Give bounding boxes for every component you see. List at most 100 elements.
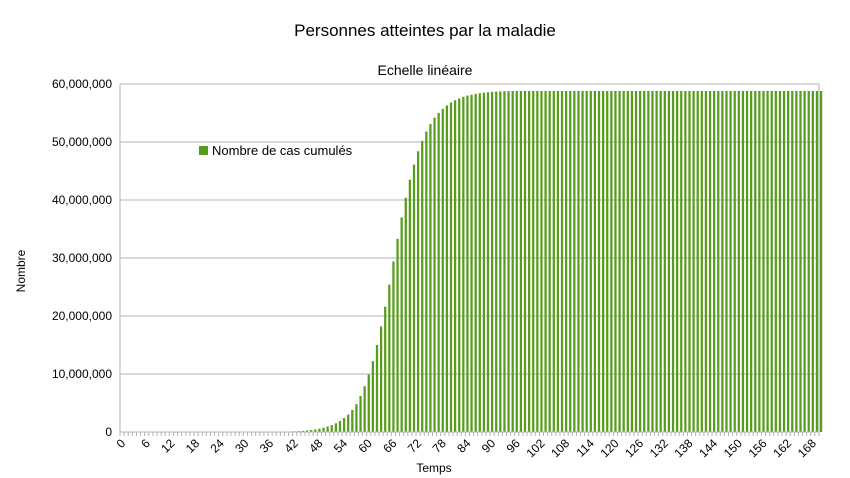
x-tick-label: 132	[647, 436, 671, 460]
x-tick-label: 90	[479, 436, 499, 456]
legend-label: Nombre de cas cumulés	[212, 143, 353, 158]
x-tick-label: 168	[795, 436, 819, 460]
bar	[470, 94, 473, 432]
x-tick-label: 24	[208, 436, 228, 456]
x-tick-label: 72	[405, 436, 425, 456]
bar	[478, 93, 481, 432]
bar	[655, 90, 658, 433]
x-tick-label: 0	[114, 436, 129, 451]
y-tick-label: 40,000,000	[52, 193, 112, 207]
bar	[737, 90, 740, 433]
bar	[532, 90, 535, 433]
bar	[322, 427, 325, 432]
bar	[634, 90, 638, 433]
bar	[581, 90, 584, 433]
bar	[729, 90, 732, 433]
bar	[338, 420, 342, 432]
bar	[750, 90, 753, 433]
bar	[523, 90, 527, 433]
chart-title: Personnes atteintes par la maladie	[294, 21, 556, 40]
bar	[392, 261, 395, 432]
bar	[819, 90, 823, 433]
bar	[490, 91, 494, 432]
bar	[639, 90, 642, 433]
bar	[544, 90, 547, 433]
bar	[449, 102, 453, 432]
bar	[503, 91, 506, 432]
bar	[791, 90, 794, 433]
bar	[548, 90, 551, 433]
bar	[400, 217, 403, 432]
bar	[458, 98, 461, 432]
bar	[774, 90, 777, 433]
bar	[556, 90, 560, 433]
bar	[347, 414, 350, 432]
bar	[462, 96, 465, 432]
x-tick-label: 12	[158, 436, 178, 456]
bar	[659, 90, 662, 433]
bar	[515, 90, 518, 433]
x-tick-label: 84	[454, 436, 474, 456]
bar	[754, 90, 757, 433]
bar	[770, 90, 773, 433]
x-tick-label: 54	[331, 436, 351, 456]
y-tick-label: 10,000,000	[52, 367, 112, 381]
x-tick-label: 42	[282, 436, 302, 456]
bar	[486, 92, 490, 433]
x-tick-label: 66	[380, 436, 400, 456]
bar	[314, 429, 317, 432]
bar	[433, 117, 436, 432]
bar	[815, 90, 819, 433]
bar	[663, 90, 666, 433]
x-tick-labels: 0 6 12 18 24 30 36 42 48 54 60 66 72 78 84 90 96 102 108 11…	[114, 436, 820, 460]
x-tick-label: 126	[622, 436, 646, 460]
y-axis-label: Nombre	[14, 249, 28, 292]
bar	[717, 90, 720, 433]
bar	[363, 386, 366, 432]
bar	[359, 396, 362, 432]
bar	[310, 430, 313, 432]
bar	[630, 90, 634, 433]
bar	[536, 90, 539, 433]
bar	[708, 90, 712, 433]
bar	[379, 326, 383, 432]
x-axis-label: Temps	[416, 461, 451, 475]
bar	[676, 90, 679, 433]
bar	[375, 345, 379, 432]
bar	[355, 404, 358, 432]
bar	[573, 90, 576, 433]
x-tick-label: 138	[672, 436, 696, 460]
x-tick-label: 48	[306, 436, 326, 456]
bar	[667, 90, 671, 433]
legend-swatch	[199, 146, 208, 155]
bar	[371, 361, 375, 432]
bar	[762, 90, 765, 433]
x-tick-label: 162	[770, 436, 794, 460]
bar	[495, 91, 498, 433]
bar	[807, 90, 810, 433]
bar	[606, 90, 609, 433]
y-tick-label: 30,000,000	[52, 251, 112, 265]
bar	[643, 90, 646, 433]
bar	[388, 284, 391, 432]
x-tick-label: 114	[573, 436, 597, 460]
bar	[334, 423, 337, 432]
bar	[782, 90, 786, 433]
bar	[799, 90, 802, 433]
x-tick-label: 120	[598, 436, 622, 460]
bar-series	[264, 90, 823, 433]
bar	[626, 90, 629, 433]
bar	[482, 92, 486, 432]
bar	[721, 90, 724, 433]
bar	[585, 90, 588, 433]
bar	[453, 100, 457, 433]
bar	[305, 430, 309, 432]
bar	[441, 108, 444, 432]
legend: Nombre de cas cumulés	[199, 143, 353, 158]
bar	[741, 90, 745, 433]
bar	[713, 90, 716, 433]
bar	[507, 91, 510, 433]
y-tick-label: 50,000,000	[52, 135, 112, 149]
x-tick-label: 144	[696, 436, 720, 460]
